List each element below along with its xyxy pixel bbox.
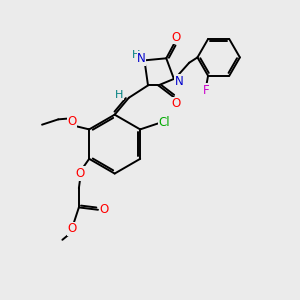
Text: O: O [171,97,181,110]
Text: F: F [203,84,210,97]
Text: O: O [100,203,109,216]
Text: H: H [115,90,124,100]
Text: H: H [132,50,140,60]
Text: O: O [68,115,77,128]
Text: Cl: Cl [159,116,170,129]
Text: O: O [76,167,85,180]
Text: O: O [68,222,77,235]
Text: N: N [137,52,146,65]
Text: N: N [175,75,184,88]
Text: O: O [171,31,181,44]
